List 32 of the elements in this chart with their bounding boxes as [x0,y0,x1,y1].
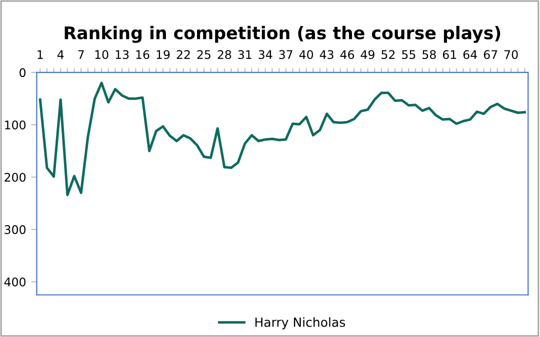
x-tick-label: 34 [258,50,272,60]
legend-label: Harry Nicholas [255,317,346,330]
x-tick-label: 13 [116,50,129,60]
x-tick-label: 58 [422,50,436,60]
x-tick-label: 31 [238,50,252,60]
y-tick-label: 300 [4,225,26,234]
x-tick-label: 43 [320,50,334,60]
x-tick-label: 67 [484,50,498,60]
x-tick-label: 52 [382,50,395,60]
x-tick-label: 25 [197,50,210,60]
x-tick-label: 55 [402,50,416,60]
x-tick-label: 22 [176,50,190,59]
line-series [38,82,526,196]
x-tick-label: 19 [156,50,170,60]
y-tick-label: 400 [4,278,26,286]
x-tick-label: 16 [136,50,150,60]
x-tick-label: 28 [218,50,232,60]
x-tick-label: 70 [504,50,518,60]
x-tick-label: 46 [340,50,354,60]
x-tick-label: 7 [78,50,84,59]
x-tick-label: 4 [57,50,64,59]
y-tick-label: 200 [4,172,26,182]
x-tick-label: 64 [463,50,477,60]
chart-title: Ranking in competition (as the course plays) [64,26,500,43]
x-tick-label: 49 [360,50,374,60]
x-tick-label: 1 [38,50,43,59]
x-tick-label: 40 [299,50,314,60]
y-tick-label: 0 [20,68,26,78]
y-tick-label: 100 [5,120,26,130]
x-tick-label: 61 [442,50,456,60]
x-tick-label: 10 [95,50,108,60]
x-tick-label: 37 [279,50,292,60]
